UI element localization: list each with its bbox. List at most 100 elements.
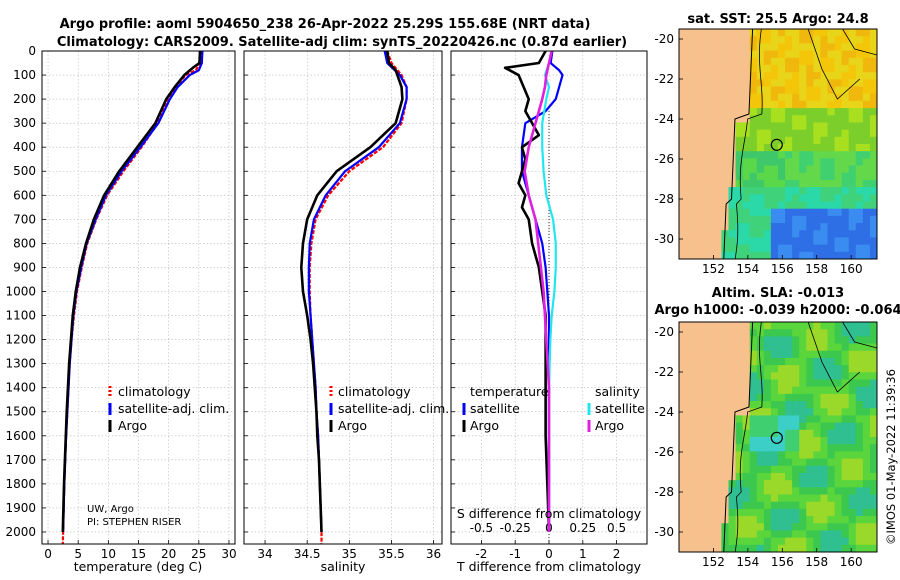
- map-cell: [792, 50, 800, 59]
- map-cell: [848, 322, 857, 330]
- map-cell: [855, 136, 864, 145]
- map-cell: [834, 230, 843, 239]
- map-cell: [855, 487, 864, 496]
- map-cell: [700, 230, 708, 239]
- map-cell: [869, 57, 877, 66]
- map-cell: [855, 223, 864, 231]
- map-cell: [792, 187, 800, 195]
- map-cell: [820, 151, 829, 159]
- map-cell: [707, 415, 715, 424]
- map-cell: [785, 451, 793, 460]
- map-cell: [799, 179, 807, 188]
- map-cell: [799, 136, 807, 145]
- map-cell: [813, 194, 822, 203]
- map-cell: [728, 530, 737, 539]
- map-cell: [714, 86, 723, 95]
- map-cell: [693, 187, 701, 195]
- map-cell: [841, 237, 850, 246]
- map-cell: [714, 429, 723, 438]
- map-cell: [792, 215, 800, 224]
- map-cell: [834, 57, 843, 66]
- map-cell: [848, 64, 857, 73]
- map-cell: [834, 350, 843, 359]
- map-cell: [785, 322, 793, 330]
- map-cell: [855, 93, 864, 102]
- map-cell: [785, 208, 793, 217]
- map-cell: [721, 172, 730, 181]
- map-cell: [721, 57, 730, 66]
- map-cell: [862, 401, 871, 409]
- map-cell: [862, 230, 871, 239]
- map-cell: [721, 115, 730, 124]
- map-cell: [721, 86, 730, 95]
- map-cell: [749, 372, 758, 381]
- x-tick-label: -1: [509, 547, 521, 561]
- map-cell: [714, 458, 723, 467]
- map-cell: [693, 537, 701, 546]
- argo-position-marker: [770, 431, 783, 444]
- map-cell: [792, 129, 800, 138]
- map-cell: [799, 523, 807, 532]
- map-cell: [742, 487, 751, 496]
- map-cell: [742, 50, 751, 59]
- map-cell: [693, 465, 701, 474]
- map-cell: [763, 501, 772, 510]
- map-cell: [869, 165, 877, 174]
- map-cell: [728, 537, 737, 546]
- map-cell: [834, 108, 843, 116]
- map-cell: [792, 508, 800, 517]
- map-cell: [799, 194, 807, 203]
- map-cell: [820, 57, 829, 66]
- map-cell: [693, 115, 701, 124]
- map-cell: [841, 501, 850, 510]
- map-cell: [763, 115, 772, 124]
- map-cell: [820, 108, 829, 116]
- map-cell: [862, 343, 871, 352]
- map-cell: [679, 208, 687, 217]
- map-cell: [686, 372, 694, 381]
- map-cell: [869, 472, 877, 481]
- map-cell: [848, 93, 857, 102]
- map-cell: [686, 251, 694, 259]
- map-cell: [869, 194, 877, 203]
- map-cell: [785, 408, 793, 417]
- map-cell: [841, 244, 850, 253]
- map-cell: [778, 194, 786, 203]
- map-cell: [827, 357, 836, 366]
- map-cell: [869, 251, 877, 259]
- map-cell: [792, 357, 800, 366]
- map-cell: [749, 108, 758, 116]
- map-cell: [763, 336, 772, 345]
- map-cell: [686, 230, 694, 239]
- map-cell: [834, 201, 843, 210]
- map-cell: [785, 386, 793, 395]
- map-cell: [749, 357, 758, 366]
- map-cell: [820, 408, 829, 417]
- map-cell: [714, 544, 723, 552]
- map-cell: [841, 437, 850, 445]
- map-cell: [792, 343, 800, 352]
- map-cell: [862, 151, 871, 159]
- map-cell: [813, 415, 822, 424]
- map-cell: [721, 72, 730, 80]
- map-cell: [707, 329, 715, 337]
- map-cell: [763, 215, 772, 224]
- map-cell: [770, 537, 779, 546]
- map-cell: [742, 93, 751, 102]
- map-cell: [834, 151, 843, 159]
- map-cell: [707, 437, 715, 445]
- map-cell: [721, 458, 730, 467]
- map-cell: [763, 544, 772, 552]
- map-cell: [763, 50, 772, 59]
- map-cell: [707, 386, 715, 395]
- map-cell: [841, 537, 850, 546]
- map-cell: [714, 393, 723, 402]
- map-cell: [707, 100, 715, 109]
- map-cell: [714, 251, 723, 259]
- map-cell: [735, 472, 744, 481]
- map-cell: [693, 179, 701, 188]
- map-cell: [869, 501, 877, 510]
- map-cell: [827, 237, 836, 246]
- map-cell: [700, 530, 708, 539]
- map-cell: [834, 480, 843, 488]
